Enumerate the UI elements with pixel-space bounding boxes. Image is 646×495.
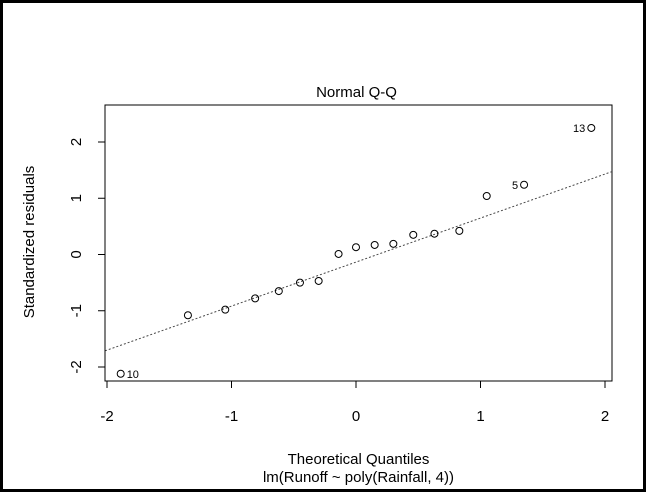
chart-title: Normal Q-Q: [316, 84, 397, 101]
data-point: [520, 180, 529, 189]
data-point: [482, 192, 491, 200]
reference-line-group: [104, 171, 613, 352]
data-point: [251, 294, 260, 303]
y-axis: -2 -1 0 1 2: [68, 138, 106, 374]
x-tick-label: 2: [601, 408, 609, 425]
y-tick-label: 1: [68, 194, 85, 202]
data-point: [389, 239, 398, 248]
data-point: [183, 311, 192, 320]
data-point: [314, 276, 323, 285]
x-tick-label: 0: [352, 408, 360, 425]
x-tick-label: 1: [476, 408, 484, 425]
data-point: [587, 123, 596, 132]
qq-plot: Normal Q-Q 10 5 13 -2 -1 0 1 2 -2 -1 0 1 2 Theoret…: [21, 84, 613, 486]
x-tick-label: -2: [100, 408, 113, 425]
x-axis: -2 -1 0 1 2: [100, 380, 609, 425]
data-point: [116, 369, 125, 378]
data-point: [370, 240, 379, 249]
data-point: [221, 305, 230, 314]
point-label: 13: [573, 123, 585, 135]
data-point: [334, 249, 343, 258]
data-point: [274, 287, 283, 296]
y-tick-label: 2: [68, 138, 85, 146]
data-points: 10 5 13: [116, 123, 596, 381]
point-label: 5: [512, 180, 518, 192]
data-point: [352, 243, 360, 252]
x-tick-label: -1: [225, 408, 238, 425]
data-point: [409, 230, 418, 239]
data-point: [295, 278, 304, 287]
point-label: 10: [127, 369, 139, 381]
data-point: [455, 226, 464, 235]
x-axis-label: Theoretical Quantiles: [288, 451, 430, 468]
data-point: [430, 229, 439, 238]
y-tick-label: 0: [68, 250, 85, 258]
chart-subtitle: lm(Runoff ~ poly(Rainfall, 4)): [263, 469, 454, 486]
y-tick-label: -2: [68, 360, 85, 373]
plot-area-border: [104, 104, 613, 382]
y-tick-label: -1: [68, 304, 85, 317]
y-axis-label: Standardized residuals: [21, 166, 38, 319]
qq-reference-line: [104, 171, 613, 352]
